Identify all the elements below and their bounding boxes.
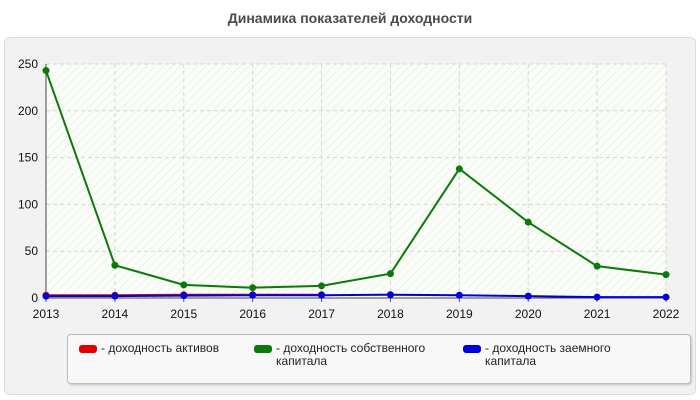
data-point — [42, 292, 50, 300]
data-point — [593, 293, 601, 301]
data-point — [111, 261, 119, 269]
data-point — [662, 293, 670, 301]
data-point — [455, 165, 463, 173]
y-tick-label: 150 — [18, 151, 38, 165]
x-tick-label: 2018 — [377, 307, 404, 321]
series-2 — [42, 291, 670, 301]
data-point — [524, 292, 532, 300]
y-tick-label: 100 — [18, 197, 38, 211]
x-tick-label: 2015 — [170, 307, 197, 321]
x-tick-label: 2022 — [653, 307, 680, 321]
legend-label-equity: - доходность собственного капитала — [276, 341, 426, 368]
data-point — [111, 292, 119, 300]
data-point — [386, 291, 394, 299]
x-tick-label: 2013 — [33, 307, 60, 321]
y-tick-label: 0 — [31, 291, 38, 305]
data-point — [180, 292, 188, 300]
legend: - доходность активов - доходность собств… — [67, 334, 691, 384]
data-point — [249, 291, 257, 299]
data-point — [318, 282, 326, 290]
series-line — [46, 293, 666, 299]
data-point — [180, 281, 188, 289]
x-tick-label: 2020 — [515, 307, 542, 321]
x-tick-label: 2019 — [446, 307, 473, 321]
series-1 — [42, 67, 670, 292]
y-tick-label: 200 — [18, 104, 38, 118]
series-line — [45, 70, 667, 289]
data-point — [455, 291, 463, 299]
series-layer — [42, 67, 670, 301]
chart-title: Динамика показателей доходности — [227, 10, 473, 26]
x-tick-label: 2014 — [102, 307, 129, 321]
y-tick-label: 50 — [25, 244, 39, 258]
data-point — [386, 270, 394, 278]
legend-swatch-equity — [254, 345, 272, 353]
plot-area — [46, 64, 666, 298]
data-point — [593, 262, 601, 270]
tick-labels: 0 50 100 150 200 250 2013 2014 2015 2016 2017 2018 2… — [18, 57, 680, 321]
x-tick-label: 2016 — [239, 307, 266, 321]
data-point — [662, 271, 670, 279]
data-point — [249, 284, 257, 292]
data-point — [524, 218, 532, 226]
x-tick-label: 2021 — [584, 307, 611, 321]
legend-swatch-assets — [79, 345, 97, 353]
legend-label-assets: - доходность активов — [101, 341, 220, 355]
legend-swatch-debt — [463, 345, 481, 353]
grid-lines — [46, 63, 667, 298]
y-tick-label: 250 — [18, 57, 38, 71]
data-point — [42, 67, 50, 75]
data-point — [318, 291, 326, 299]
legend-label-debt: - доходность заемного капитала — [485, 341, 611, 368]
x-tick-label: 2017 — [308, 307, 335, 321]
